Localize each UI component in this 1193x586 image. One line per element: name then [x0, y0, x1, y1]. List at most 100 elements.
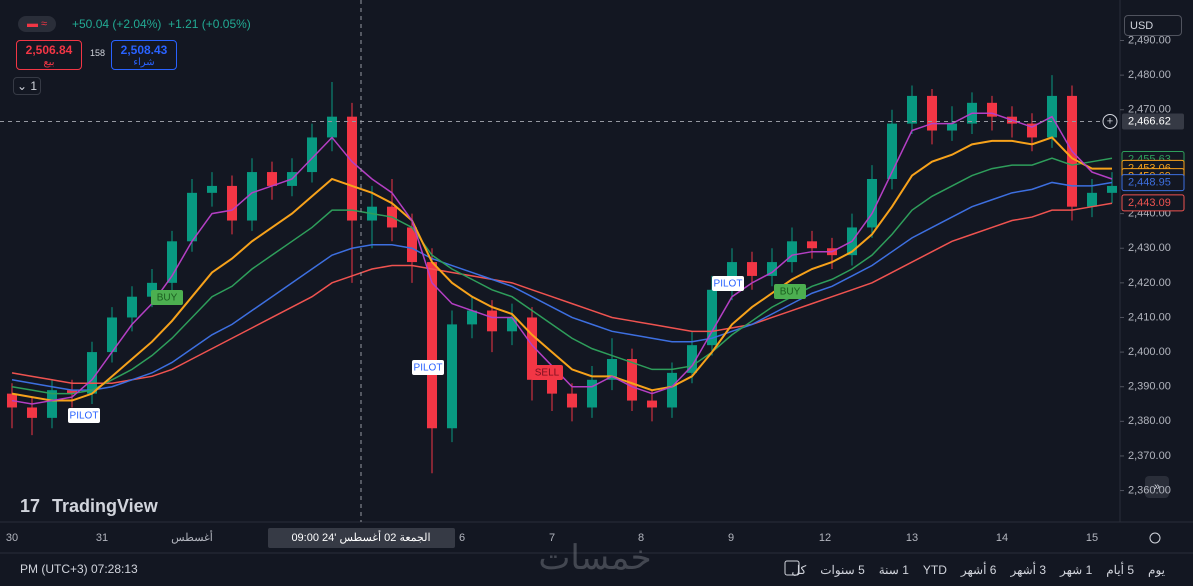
currency-button[interactable]: USD	[1124, 15, 1182, 36]
add-alert-icon: +	[1107, 115, 1113, 127]
y-tick-label: 2,480.00	[1128, 69, 1171, 81]
watermark-logo: 17	[20, 496, 40, 516]
candle-body	[507, 317, 517, 332]
y-tick-label: 2,410.00	[1128, 311, 1171, 323]
y-tick-label: 2,420.00	[1128, 277, 1171, 289]
candle-body	[747, 262, 757, 276]
x-tick-label: 30	[6, 532, 18, 544]
signal-label: PILOT	[414, 363, 443, 374]
candle-body	[807, 241, 817, 249]
candle-body	[427, 262, 437, 429]
candle-body	[927, 95, 937, 131]
signal-label: PILOT	[70, 411, 99, 422]
buy-button[interactable]: 2,508.43 شراء	[111, 40, 177, 70]
candle-body	[1107, 185, 1117, 193]
y-tick-label: 2,400.00	[1128, 346, 1171, 358]
candle-body	[107, 317, 117, 353]
candle-body	[587, 379, 597, 408]
spread: 158	[90, 48, 106, 58]
candle-body	[407, 227, 417, 263]
crosshair-price-box	[1122, 113, 1184, 130]
candle-body	[947, 123, 957, 131]
y-tick-label: 2,370.00	[1128, 450, 1171, 462]
signal-label: BUY	[780, 287, 801, 298]
candle-body	[787, 241, 797, 263]
price-label: 2,448.95	[1128, 177, 1171, 189]
x-tick-label: 14	[996, 532, 1008, 544]
crosshair-time-box	[268, 528, 455, 548]
x-tick-label: 6	[459, 532, 465, 544]
candle-body	[867, 178, 877, 228]
x-tick-label: أغسطس	[171, 530, 213, 544]
range-button[interactable]: كل	[791, 563, 807, 577]
sell-price: 2,506.84	[25, 43, 73, 57]
signal-label: PILOT	[714, 279, 743, 290]
candle-body	[987, 102, 997, 117]
x-tick-label: 15	[1086, 532, 1098, 544]
moving-average	[11, 157, 1113, 395]
buy-price: 2,508.43	[120, 43, 168, 57]
candle-body	[467, 310, 477, 325]
y-tick-label: 2,490.00	[1128, 34, 1171, 46]
settings-icon[interactable]	[1149, 532, 1161, 544]
range-button[interactable]: YTD	[922, 563, 947, 577]
signal-box	[151, 290, 183, 305]
sell-button[interactable]: 2,506.84 بيع	[16, 40, 82, 70]
sell-label: بيع	[43, 57, 55, 68]
x-tick-label: 13	[906, 532, 918, 544]
signal-label: BUY	[157, 293, 178, 304]
range-button[interactable]: 5 سنوات	[820, 563, 865, 577]
candle-body	[687, 345, 697, 373]
candle-body	[727, 262, 737, 290]
candle-body	[447, 324, 457, 429]
range-button[interactable]: 3 أشهر	[1010, 563, 1047, 577]
range-button[interactable]: 1 سنة	[878, 563, 909, 577]
candle-body	[207, 185, 217, 193]
y-tick-label: 2,390.00	[1128, 381, 1171, 393]
calendar-icon[interactable]	[784, 560, 800, 576]
x-tick-label: 9	[728, 532, 734, 544]
signal-box	[712, 276, 744, 291]
signal-box	[68, 408, 100, 423]
candle-body	[607, 359, 617, 380]
price-change: +50.04 (+2.04%) +1.21 (+0.05%)	[72, 17, 251, 31]
candle-body	[627, 359, 637, 401]
signal-box	[531, 365, 563, 380]
x-tick-label: 31	[96, 532, 108, 544]
candle-body	[767, 262, 777, 276]
buy-label: شراء	[133, 57, 155, 68]
price-label-box	[1121, 194, 1185, 212]
interval: 1	[30, 79, 38, 93]
interval-button[interactable]: ⌄ 1	[13, 77, 41, 95]
range-button[interactable]: 1 شهر	[1060, 563, 1093, 577]
price-label-box	[1121, 174, 1185, 192]
candle-body	[907, 95, 917, 124]
range-button[interactable]: 5 أيام	[1106, 563, 1135, 577]
watermark: TradingView	[52, 496, 159, 516]
candle-body	[47, 390, 57, 418]
candle-body	[247, 172, 257, 221]
candle-body	[347, 116, 357, 221]
crosshair-time: الجمعة 02 أغسطس '24 09:00	[291, 530, 430, 544]
scroll-button[interactable]	[1145, 476, 1169, 498]
candle-body	[547, 379, 557, 394]
candle-body	[27, 407, 37, 418]
candle-body	[567, 393, 577, 408]
range-bar: كل 5 سنوات 1 سنة YTD 6 أشهر 3 أشهر 1 شهر 5 أيام…	[791, 563, 1165, 577]
plot: PILOT BUY PILOT SELL PILOT BUY	[0, 0, 1124, 522]
candle-body	[887, 123, 897, 179]
scroll-icon: »	[1154, 481, 1160, 493]
currency: USD	[1130, 20, 1154, 32]
candle-body	[307, 137, 317, 173]
toggle[interactable]: ▬ ≈	[18, 16, 56, 32]
x-tick-label: 12	[819, 532, 831, 544]
site-mark: خمسات	[538, 539, 651, 577]
range-button[interactable]: 6 أشهر	[960, 563, 997, 577]
range-button[interactable]: يوم	[1148, 563, 1165, 577]
candle-body	[267, 172, 277, 186]
add-alert[interactable]	[1102, 113, 1118, 129]
candle-body	[707, 289, 717, 346]
